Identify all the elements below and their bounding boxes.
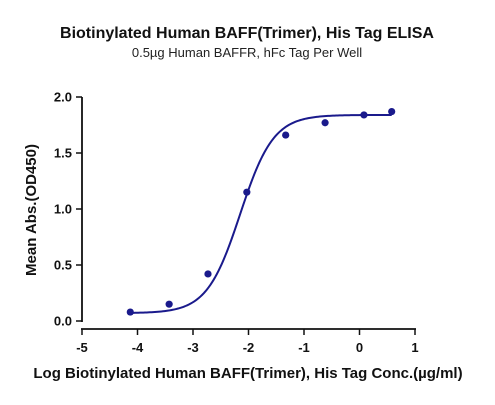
x-tick-label-5: 0 [356,340,363,355]
x-tick-label-3: -2 [243,340,255,355]
chart-subtitle: 0.5µg Human BAFFR, hFc Tag Per Well [132,45,362,60]
y-tick-label-2: 1.0 [54,202,72,217]
x-tick-label-4: -1 [298,340,310,355]
data-point-7 [388,107,396,116]
data-point-3 [243,188,251,196]
y-tick-label-1: 0.5 [54,258,72,273]
chart-title: Biotinylated Human BAFF(Trimer), His Tag… [60,25,434,42]
x-axis-label: Log Biotinylated Human BAFF(Trimer), His… [33,365,462,382]
data-point-1 [165,300,173,308]
data-point-5 [321,119,329,127]
fit-curve [130,113,392,314]
y-tick-label-4: 2.0 [54,90,72,105]
data-point-6 [360,111,368,119]
plot-area: 0.0 0.5 1.0 1.5 2.0 -5 -4 -3 -2 -1 0 1 [54,90,419,356]
data-point-0 [126,308,134,316]
y-axis-label: Mean Abs.(OD450) [23,144,40,276]
y-tick-label-0: 0.0 [54,314,72,329]
x-tick-label-6: 1 [411,340,418,355]
x-tick-label-0: -5 [76,340,88,355]
x-tick-label-1: -4 [132,340,144,355]
x-tick-label-2: -3 [187,340,199,355]
y-tick-label-3: 1.5 [54,146,72,161]
data-point-4 [282,131,290,139]
data-point-2 [204,270,212,278]
